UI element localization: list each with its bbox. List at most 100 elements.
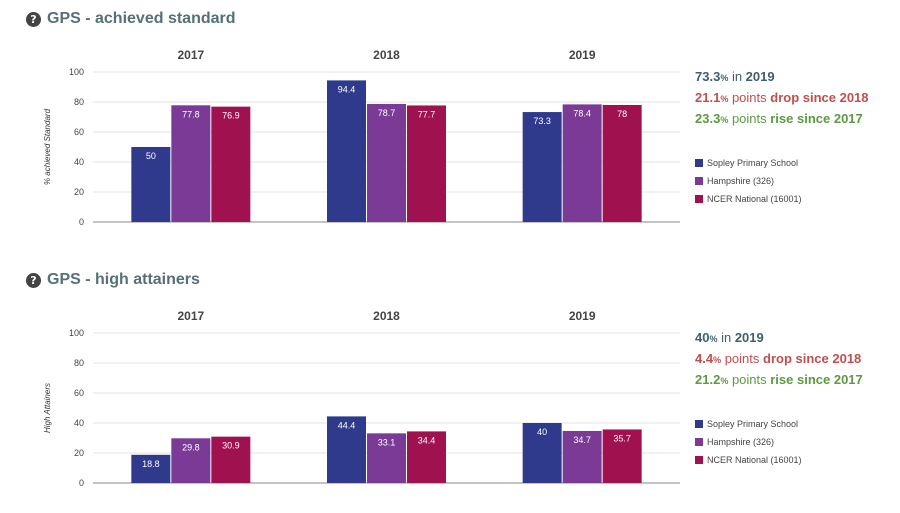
bar: [602, 429, 642, 483]
data-label: 34.7: [573, 435, 591, 445]
bar: [327, 80, 366, 223]
stat-current-year: 2019: [734, 330, 764, 345]
y-tick-label: 20: [74, 187, 84, 197]
legend-label: Sopley Primary School: [707, 158, 799, 168]
stat-rise-label: points: [728, 111, 771, 126]
stat-drop: 21.1% points drop since 2018: [695, 87, 869, 108]
bar: [367, 433, 406, 483]
legend-item-national[interactable]: NCER National (16001): [695, 190, 802, 208]
category-label: 2019: [569, 309, 596, 323]
y-tick-label: 0: [79, 217, 84, 227]
y-tick-label: 0: [79, 478, 84, 488]
legend-item-national[interactable]: NCER National (16001): [695, 451, 802, 469]
bar: [522, 423, 562, 483]
data-label: 40: [537, 427, 547, 437]
stat-rise-value: 23.3: [695, 111, 721, 126]
legend-label: Sopley Primary School: [707, 419, 799, 429]
panel-title: GPS - high attainers: [47, 271, 200, 288]
bar-chart: 0 20 40 60 80 100 % achieved Standard 2017 50 77.…: [43, 48, 680, 227]
legend-item-hampshire[interactable]: Hampshire (326): [695, 172, 802, 190]
data-label: 73.3: [533, 116, 551, 126]
data-label: 34.4: [418, 435, 436, 445]
percent-sign: %: [720, 94, 729, 104]
legend-label: Hampshire (326): [707, 437, 775, 447]
legend-item-school[interactable]: Sopley Primary School: [695, 154, 802, 172]
legend-label: NCER National (16001): [707, 194, 802, 204]
stat-current: 73.3% in 2019: [695, 66, 869, 87]
legend-item-school[interactable]: Sopley Primary School: [695, 415, 802, 433]
y-tick-label: 80: [74, 358, 84, 368]
panel-title: GPS - achieved standard: [47, 10, 236, 27]
legend-label: NCER National (16001): [707, 455, 802, 465]
percent-sign: %: [709, 334, 718, 344]
chart-panel-high-attainers: ? GPS - high attainers 0 20 40 60 80 100 High …: [0, 261, 900, 513]
bar: [211, 436, 251, 483]
y-tick-label: 100: [69, 328, 84, 338]
legend-swatch: [695, 438, 703, 446]
help-icon[interactable]: ?: [26, 11, 41, 27]
stat-drop-value: 21.1: [695, 90, 721, 105]
stat-drop-label: points: [728, 90, 771, 105]
data-label: 78: [617, 109, 627, 119]
bar: [522, 112, 562, 222]
stat-current-value: 73.3: [695, 69, 721, 84]
bar: [562, 104, 602, 222]
bar: [407, 105, 446, 222]
chart-legend: Sopley Primary School Hampshire (326) NC…: [695, 415, 802, 469]
y-tick-label: 60: [74, 127, 84, 137]
panel-title-row: ? GPS - high attainers: [26, 271, 200, 289]
bar: [407, 431, 446, 483]
data-label: 77.7: [418, 109, 436, 119]
data-label: 78.4: [573, 108, 591, 118]
category-label: 2018: [373, 48, 400, 62]
data-label: 18.8: [142, 459, 160, 469]
stat-rise-text: rise since 2017: [770, 372, 863, 387]
y-tick-label: 80: [74, 97, 84, 107]
stat-drop: 4.4% points drop since 2018: [695, 348, 863, 369]
bar: [131, 454, 171, 483]
data-label: 78.7: [378, 108, 396, 118]
bar: [562, 430, 602, 483]
bar: [171, 438, 211, 483]
data-label: 77.8: [182, 109, 200, 119]
legend-swatch: [695, 456, 703, 464]
stat-current-year: 2019: [745, 69, 775, 84]
stat-drop-label: points: [721, 351, 764, 366]
y-axis-label: % achieved Standard: [43, 108, 52, 185]
data-label: 94.4: [338, 84, 356, 94]
bar: [171, 105, 211, 222]
y-axis-label: High Attainers: [43, 383, 52, 433]
percent-sign: %: [720, 115, 729, 125]
y-tick-label: 100: [69, 67, 84, 77]
data-label: 76.9: [222, 111, 240, 121]
category-label: 2018: [373, 309, 400, 323]
legend-label: Hampshire (326): [707, 176, 775, 186]
stat-current-value: 40: [695, 330, 710, 345]
legend-swatch: [695, 195, 703, 203]
category-label: 2019: [569, 48, 596, 62]
bar: [131, 147, 171, 222]
bar: [327, 416, 366, 483]
legend-item-hampshire[interactable]: Hampshire (326): [695, 433, 802, 451]
category-label: 2017: [177, 48, 204, 62]
help-icon[interactable]: ?: [26, 272, 41, 288]
y-tick-label: 40: [74, 418, 84, 428]
summary-stats: 40% in 2019 4.4% points drop since 2018 …: [695, 327, 863, 390]
y-tick-label: 20: [74, 448, 84, 458]
chart-legend: Sopley Primary School Hampshire (326) NC…: [695, 154, 802, 208]
stat-current: 40% in 2019: [695, 327, 863, 348]
legend-swatch: [695, 177, 703, 185]
bar-chart: 0 20 40 60 80 100 High Attainers 2017 18.8 29.8 30…: [43, 309, 680, 488]
percent-sign: %: [720, 376, 729, 386]
summary-stats: 73.3% in 2019 21.1% points drop since 20…: [695, 66, 869, 129]
legend-swatch: [695, 159, 703, 167]
data-label: 44.4: [338, 420, 356, 430]
stat-rise-label: points: [728, 372, 771, 387]
bar: [367, 103, 406, 222]
data-label: 50: [146, 151, 156, 161]
percent-sign: %: [713, 355, 722, 365]
bar: [211, 106, 251, 222]
legend-swatch: [695, 420, 703, 428]
stat-rise: 21.2% points rise since 2017: [695, 369, 863, 390]
bar: [602, 105, 642, 222]
